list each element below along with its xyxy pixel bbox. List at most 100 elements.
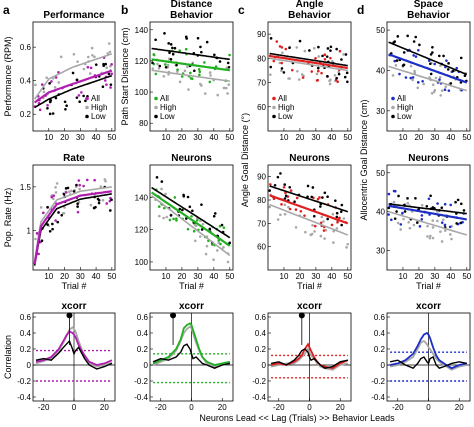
data-point-low <box>193 69 196 73</box>
data-point-all <box>445 59 448 62</box>
data-point-low <box>269 65 273 69</box>
data-point-high <box>430 92 434 95</box>
data-point-all <box>294 208 298 211</box>
data-point-high <box>224 86 228 90</box>
trend-line-high <box>33 186 112 262</box>
data-point-high <box>312 46 316 50</box>
data-point-low <box>168 51 171 55</box>
xcorr-line-high <box>152 325 231 368</box>
chart-title: Neurons <box>289 153 330 164</box>
data-point-low <box>312 214 316 218</box>
data-point-all <box>228 53 231 57</box>
data-point-low <box>437 54 441 58</box>
data-point-low <box>451 69 455 73</box>
x-tick-label: 20 <box>218 403 227 412</box>
y-tick-label: 140 <box>135 193 149 202</box>
data-point-high <box>288 77 291 80</box>
data-point-high <box>408 226 412 230</box>
data-point-low <box>326 217 329 221</box>
data-point-high <box>198 82 202 86</box>
data-point-low <box>75 96 79 99</box>
data-point-high <box>422 82 425 86</box>
data-point-low <box>94 63 98 66</box>
x-tick-label: 40 <box>209 272 218 281</box>
legend-entry-high: High <box>160 103 176 112</box>
x-tick-label: 30 <box>430 133 439 142</box>
xcorr-line-low <box>152 343 231 369</box>
data-point-all <box>218 224 222 228</box>
data-point-high <box>420 203 424 207</box>
data-point-all <box>203 61 206 64</box>
data-point-high <box>331 212 335 216</box>
data-point-high <box>53 85 57 89</box>
data-point-low <box>213 212 217 215</box>
data-point-all <box>443 202 447 206</box>
data-point-all <box>176 68 179 71</box>
x-tick-label: 50 <box>462 272 471 281</box>
x-tick-label: 0 <box>189 403 194 412</box>
x-tick-label: -20 <box>38 403 50 412</box>
data-point-all <box>412 54 415 57</box>
plot-area <box>151 32 231 97</box>
data-point-low <box>288 185 292 189</box>
data-point-high <box>222 245 225 249</box>
x-tick-label: 30 <box>193 133 202 142</box>
data-point-high <box>162 216 165 220</box>
data-point-high <box>283 212 287 216</box>
data-point-low <box>335 76 338 80</box>
chart-title: xcorr <box>297 301 322 312</box>
data-point-high <box>164 192 167 196</box>
data-point-low <box>269 37 273 40</box>
data-point-all <box>316 78 320 82</box>
data-point-low <box>343 75 347 79</box>
data-point-high <box>166 63 170 67</box>
data-point-low <box>171 52 175 56</box>
data-point-low <box>402 63 406 67</box>
legend-marker-high <box>85 105 89 110</box>
y-tick-label: 0 <box>27 361 32 370</box>
data-point-low <box>393 40 397 43</box>
data-point-high <box>151 67 155 70</box>
data-point-high <box>435 210 439 213</box>
data-point-high <box>227 83 231 86</box>
data-point-low <box>191 209 194 213</box>
chart-title: Distance <box>171 0 213 10</box>
legend-marker-high <box>154 105 158 110</box>
y-axis-label-column: Angle Goal Distance (°) <box>240 113 250 207</box>
data-point-all <box>190 214 193 218</box>
data-point-all <box>387 192 391 196</box>
x-tick-label: 50 <box>343 133 352 142</box>
x-tick-label: 40 <box>327 272 336 281</box>
x-tick-label: 20 <box>60 133 69 142</box>
data-point-all <box>421 79 424 83</box>
data-point-low <box>46 107 49 110</box>
data-point-low <box>454 200 457 204</box>
peak-marker <box>298 312 305 319</box>
data-point-low <box>329 49 332 52</box>
data-point-high <box>304 230 307 234</box>
data-point-all <box>398 72 401 76</box>
data-point-all <box>38 108 42 112</box>
data-point-all <box>433 62 436 66</box>
data-point-high <box>276 218 280 221</box>
data-point-low <box>340 203 344 207</box>
data-point-all <box>301 76 305 79</box>
data-point-high <box>193 239 197 243</box>
data-point-low <box>171 46 174 50</box>
xcorr-line-high <box>389 339 468 371</box>
data-point-low <box>276 175 280 179</box>
data-point-low <box>344 53 348 56</box>
data-point-all <box>288 207 292 211</box>
data-point-high <box>268 205 272 209</box>
data-point-all <box>299 209 303 213</box>
x-tick-label: 50 <box>462 133 471 142</box>
x-tick-label: -20 <box>273 403 285 412</box>
data-point-high <box>183 69 187 73</box>
panel-label-c: c <box>238 3 245 17</box>
data-point-all <box>272 59 276 63</box>
data-point-low <box>335 47 338 51</box>
data-point-high <box>280 69 283 73</box>
data-point-high <box>99 185 103 188</box>
data-point-high <box>42 90 46 94</box>
data-point-low <box>337 72 341 76</box>
